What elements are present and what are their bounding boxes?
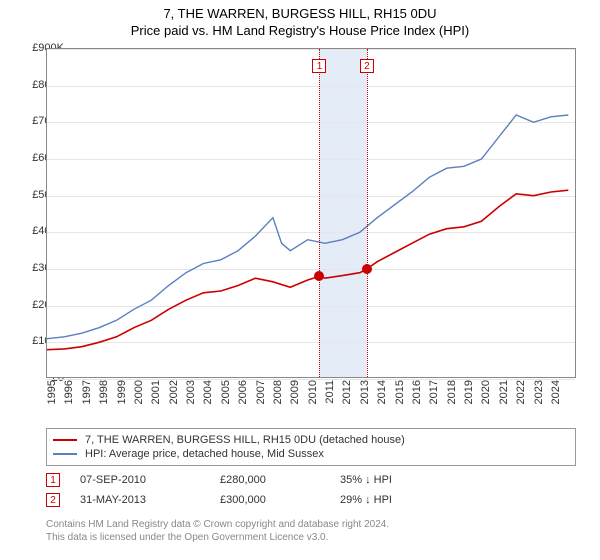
- x-tick-label: 2024: [550, 380, 562, 404]
- sale-point: [362, 264, 372, 274]
- table-row: 2 31-MAY-2013 £300,000 29% ↓ HPI: [46, 490, 576, 510]
- x-tick-label: 2019: [463, 380, 475, 404]
- x-tick-label: 2004: [202, 380, 214, 404]
- x-tick-label: 1999: [116, 380, 128, 404]
- x-tick-label: 2008: [272, 380, 284, 404]
- legend-item-hpi: HPI: Average price, detached house, Mid …: [53, 447, 569, 461]
- legend: 7, THE WARREN, BURGESS HILL, RH15 0DU (d…: [46, 428, 576, 466]
- x-tick-label: 2015: [394, 380, 406, 404]
- x-tick-label: 2000: [133, 380, 145, 404]
- footer-licence: This data is licensed under the Open Gov…: [46, 531, 576, 544]
- chart: 12: [46, 48, 576, 378]
- x-tick-label: 2009: [289, 380, 301, 404]
- sale-marker-badge: 1: [46, 473, 60, 487]
- x-tick-label: 1998: [98, 380, 110, 404]
- x-tick-label: 2018: [446, 380, 458, 404]
- table-row: 1 07-SEP-2010 £280,000 35% ↓ HPI: [46, 470, 576, 490]
- sale-point: [314, 271, 324, 281]
- x-tick-label: 2011: [324, 380, 336, 404]
- sale-date: 31-MAY-2013: [80, 494, 200, 506]
- sale-price: £280,000: [220, 474, 320, 486]
- x-tick-label: 2023: [533, 380, 545, 404]
- legend-label: 7, THE WARREN, BURGESS HILL, RH15 0DU (d…: [85, 434, 405, 446]
- x-tick-label: 2020: [480, 380, 492, 404]
- x-tick-label: 2006: [237, 380, 249, 404]
- chart-marker-badge: 2: [360, 59, 374, 73]
- x-tick-label: 2003: [185, 380, 197, 404]
- x-tick-label: 2001: [150, 380, 162, 404]
- x-tick-label: 2010: [307, 380, 319, 404]
- x-tick-label: 2016: [411, 380, 423, 404]
- page: 7, THE WARREN, BURGESS HILL, RH15 0DU Pr…: [0, 0, 600, 560]
- sale-price: £300,000: [220, 494, 320, 506]
- sale-diff-vs-hpi: 35% ↓ HPI: [340, 474, 460, 486]
- footer: Contains HM Land Registry data © Crown c…: [46, 518, 576, 544]
- sale-date: 07-SEP-2010: [80, 474, 200, 486]
- series-property: [47, 190, 568, 350]
- footer-copyright: Contains HM Land Registry data © Crown c…: [46, 518, 576, 531]
- chart-lines: [47, 49, 577, 379]
- x-tick-label: 2014: [376, 380, 388, 404]
- sales-table: 1 07-SEP-2010 £280,000 35% ↓ HPI 2 31-MA…: [46, 470, 576, 510]
- title-block: 7, THE WARREN, BURGESS HILL, RH15 0DU Pr…: [0, 0, 600, 38]
- x-tick-label: 1995: [46, 380, 58, 404]
- x-tick-label: 2021: [498, 380, 510, 404]
- chart-marker-badge: 1: [312, 59, 326, 73]
- x-tick-label: 1996: [63, 380, 75, 404]
- sale-diff-vs-hpi: 29% ↓ HPI: [340, 494, 460, 506]
- x-tick-label: 2013: [359, 380, 371, 404]
- page-title: 7, THE WARREN, BURGESS HILL, RH15 0DU: [0, 6, 600, 21]
- x-axis-labels: 1995 1996 1997 1998 1999 2000 2001 2002 2003 2004…: [46, 380, 576, 430]
- x-tick-label: 2022: [515, 380, 527, 404]
- x-tick-label: 2005: [220, 380, 232, 404]
- sale-marker-badge: 2: [46, 493, 60, 507]
- x-tick-label: 2012: [341, 380, 353, 404]
- series-hpi: [47, 115, 568, 339]
- page-subtitle: Price paid vs. HM Land Registry's House …: [0, 23, 600, 38]
- legend-swatch: [53, 439, 77, 441]
- legend-label: HPI: Average price, detached house, Mid …: [85, 448, 324, 460]
- x-tick-label: 1997: [81, 380, 93, 404]
- x-tick-label: 2017: [428, 380, 440, 404]
- legend-swatch: [53, 453, 77, 455]
- x-tick-label: 2002: [168, 380, 180, 404]
- plot-area: 12: [46, 48, 576, 378]
- x-tick-label: 2007: [255, 380, 267, 404]
- legend-item-property: 7, THE WARREN, BURGESS HILL, RH15 0DU (d…: [53, 433, 569, 447]
